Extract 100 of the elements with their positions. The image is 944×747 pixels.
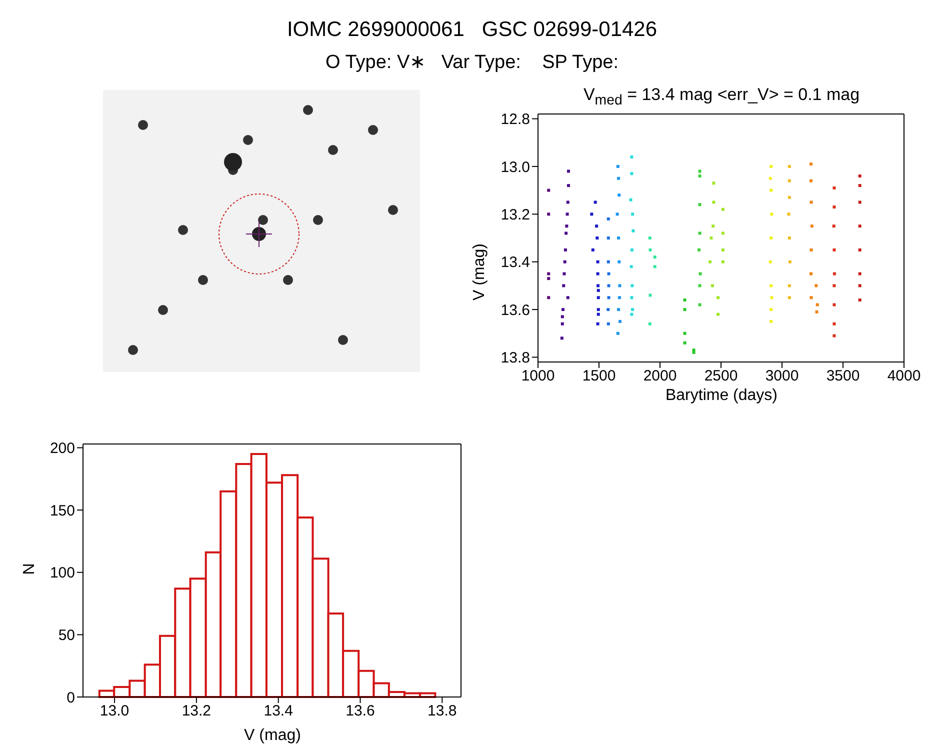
point (815, 310, 818, 314)
y-tick-label: 13.6 (500, 302, 530, 319)
point (630, 172, 634, 176)
point (788, 284, 791, 288)
point (566, 296, 570, 300)
y-axis-title: V (mag) (471, 242, 489, 302)
point (547, 272, 550, 276)
y-tick-label: 150 (50, 502, 75, 520)
x-tick-label: 3500 (826, 368, 860, 385)
y-tick-label: 13.4 (500, 254, 530, 272)
point (710, 284, 714, 288)
point (810, 162, 813, 166)
point (560, 315, 564, 318)
x-axis-title: Barytime (days) (664, 387, 779, 405)
point (787, 212, 790, 216)
point (788, 196, 791, 199)
y-tick-label: 13.0 (500, 158, 530, 176)
point (547, 212, 550, 216)
y-tick-label: 200 (50, 440, 75, 458)
point (596, 288, 600, 292)
point (607, 296, 610, 300)
point (594, 200, 597, 204)
y-tick-label: 50 (58, 627, 75, 644)
x-tick-label: 1000 (521, 368, 555, 385)
point (698, 174, 702, 178)
point (858, 284, 862, 288)
point (810, 200, 813, 204)
point (770, 236, 773, 240)
point (710, 236, 713, 240)
point (596, 272, 600, 276)
point (858, 298, 862, 302)
point (788, 296, 791, 300)
point (596, 322, 600, 326)
point (595, 224, 598, 228)
point (858, 224, 862, 228)
point (630, 284, 634, 288)
x-tick-label: 13.0 (100, 702, 130, 720)
point (858, 248, 862, 252)
point (562, 272, 566, 276)
point (698, 303, 702, 306)
point (770, 188, 773, 192)
point (618, 320, 622, 323)
point (683, 298, 686, 302)
point (683, 332, 686, 335)
point (618, 296, 621, 300)
point (721, 208, 724, 211)
y-tick-label: 0 (66, 689, 75, 706)
point (560, 322, 564, 326)
point (810, 248, 813, 252)
point (562, 308, 565, 312)
x-tick-label: 3000 (765, 368, 799, 385)
y-tick-label: 12.8 (500, 111, 530, 128)
point (810, 224, 814, 228)
point (648, 294, 652, 297)
point (653, 256, 656, 259)
chart-subtitle: O Type: V∗ Var Type: SP Type: (324, 51, 620, 74)
x-tick-label: 2000 (643, 368, 677, 385)
point (591, 248, 594, 252)
point (630, 296, 634, 300)
x-tick-label: 1500 (582, 368, 616, 385)
point (606, 322, 610, 326)
point (770, 164, 773, 168)
point (630, 265, 633, 268)
point (858, 272, 862, 276)
point (712, 200, 716, 204)
point (716, 296, 720, 300)
text: V$_{med}$ = 13.4 mag <err_V> = 0.1 mag (582, 85, 861, 108)
point (832, 186, 836, 190)
point (832, 303, 836, 306)
point (698, 232, 702, 235)
point (788, 179, 791, 182)
x-tick-label: 13.2 (182, 702, 212, 720)
point (768, 176, 772, 180)
point (832, 334, 836, 338)
point (617, 308, 620, 312)
point (770, 308, 773, 312)
point (547, 296, 550, 300)
point (606, 308, 610, 312)
point (810, 296, 813, 300)
y-tick-label: 13.2 (500, 206, 530, 224)
point (858, 200, 862, 204)
point (606, 236, 610, 240)
point (564, 232, 568, 235)
point (632, 229, 635, 232)
point (832, 248, 836, 252)
point (596, 236, 599, 240)
x-tick-label: 13.8 (428, 702, 457, 720)
point (617, 176, 620, 180)
point (596, 284, 600, 288)
point (810, 179, 813, 182)
point (563, 260, 566, 264)
point (816, 303, 819, 306)
point (698, 170, 702, 173)
point (618, 284, 622, 288)
point (721, 248, 724, 252)
point (567, 184, 570, 188)
point (631, 308, 634, 312)
point (566, 200, 570, 204)
point (770, 296, 774, 300)
point (832, 284, 836, 288)
